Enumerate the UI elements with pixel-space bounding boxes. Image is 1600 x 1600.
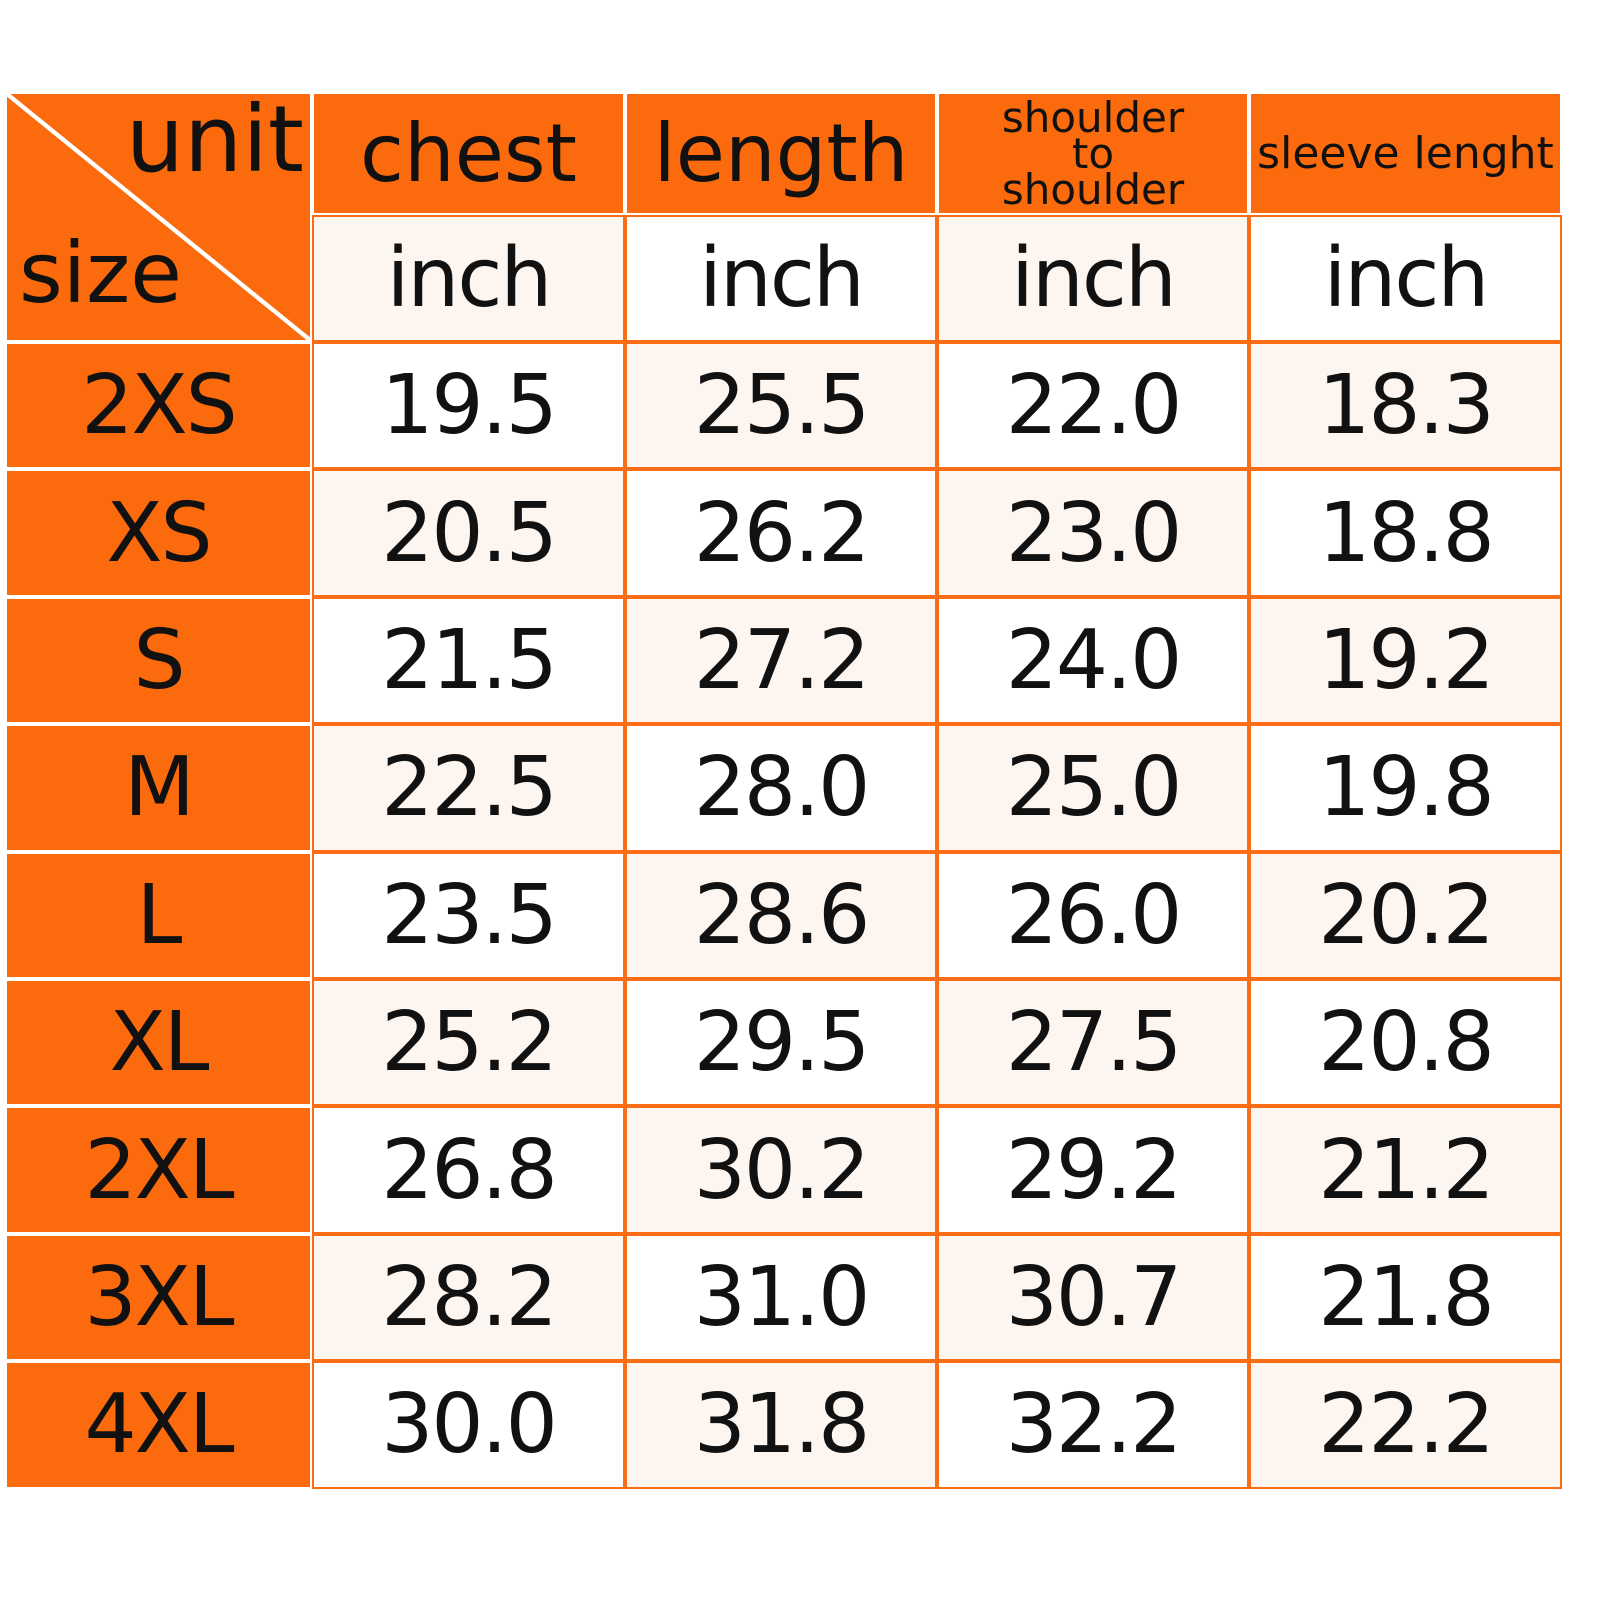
size-cell: XS xyxy=(5,469,312,597)
value-cell: 20.8 xyxy=(1249,978,1562,1107)
value-cell: 28.6 xyxy=(625,851,937,979)
unit-label: unit xyxy=(125,86,304,193)
value-cell: 25.5 xyxy=(625,342,937,470)
value-cell: 29.5 xyxy=(625,978,937,1107)
value-cell: 31.8 xyxy=(625,1361,937,1489)
value-cell: 29.2 xyxy=(937,1106,1249,1234)
diagonal-divider xyxy=(7,94,310,340)
value-cell: 23.5 xyxy=(312,851,625,979)
value-cell: 25.0 xyxy=(937,724,1249,852)
header-line: shoulder xyxy=(1001,164,1185,214)
unit-cell: inch xyxy=(625,215,937,342)
value-cell: 22.2 xyxy=(1249,1361,1562,1489)
unit-cell: inch xyxy=(312,215,625,342)
size-cell: 4XL xyxy=(5,1361,312,1489)
size-cell: M xyxy=(5,724,312,852)
header-line: shoulder xyxy=(1001,92,1185,142)
value-cell: 20.2 xyxy=(1249,851,1562,979)
size-cell: XL xyxy=(5,978,312,1107)
value-cell: 27.5 xyxy=(937,978,1249,1107)
unit-cell: inch xyxy=(937,215,1249,342)
value-cell: 19.2 xyxy=(1249,596,1562,725)
header-sleeve-length: sleeve lenght xyxy=(1249,92,1562,215)
value-cell: 18.8 xyxy=(1249,469,1562,597)
value-cell: 28.0 xyxy=(625,724,937,852)
value-cell: 25.2 xyxy=(312,978,625,1107)
value-cell: 26.8 xyxy=(312,1106,625,1234)
value-cell: 30.7 xyxy=(937,1233,1249,1362)
header-chest: chest xyxy=(312,92,625,215)
value-cell: 21.2 xyxy=(1249,1106,1562,1234)
value-cell: 23.0 xyxy=(937,469,1249,597)
value-cell: 19.5 xyxy=(312,342,625,470)
value-cell: 24.0 xyxy=(937,596,1249,725)
value-cell: 18.3 xyxy=(1249,342,1562,470)
corner-header-cell: unit size xyxy=(5,86,312,342)
header-shoulder-to-shoulder: shoulder to shoulder xyxy=(937,92,1249,215)
value-cell: 26.0 xyxy=(937,851,1249,979)
value-cell: 30.0 xyxy=(312,1361,625,1489)
header-line: to xyxy=(1071,128,1115,178)
value-cell: 32.2 xyxy=(937,1361,1249,1489)
value-cell: 30.2 xyxy=(625,1106,937,1234)
size-cell: S xyxy=(5,596,312,725)
value-cell: 26.2 xyxy=(625,469,937,597)
value-cell: 22.0 xyxy=(937,342,1249,470)
value-cell: 31.0 xyxy=(625,1233,937,1362)
value-cell: 19.8 xyxy=(1249,724,1562,852)
size-chart-table: unit size chest length shoulder to shoul… xyxy=(5,86,1567,1489)
size-cell: 3XL xyxy=(5,1233,312,1362)
size-cell: 2XL xyxy=(5,1106,312,1234)
size-cell: L xyxy=(5,851,312,979)
value-cell: 22.5 xyxy=(312,724,625,852)
size-cell: 2XS xyxy=(5,342,312,470)
size-label: size xyxy=(19,224,182,322)
value-cell: 27.2 xyxy=(625,596,937,725)
value-cell: 20.5 xyxy=(312,469,625,597)
value-cell: 28.2 xyxy=(312,1233,625,1362)
value-cell: 21.5 xyxy=(312,596,625,725)
unit-cell: inch xyxy=(1249,215,1562,342)
header-length: length xyxy=(625,92,937,215)
value-cell: 21.8 xyxy=(1249,1233,1562,1362)
